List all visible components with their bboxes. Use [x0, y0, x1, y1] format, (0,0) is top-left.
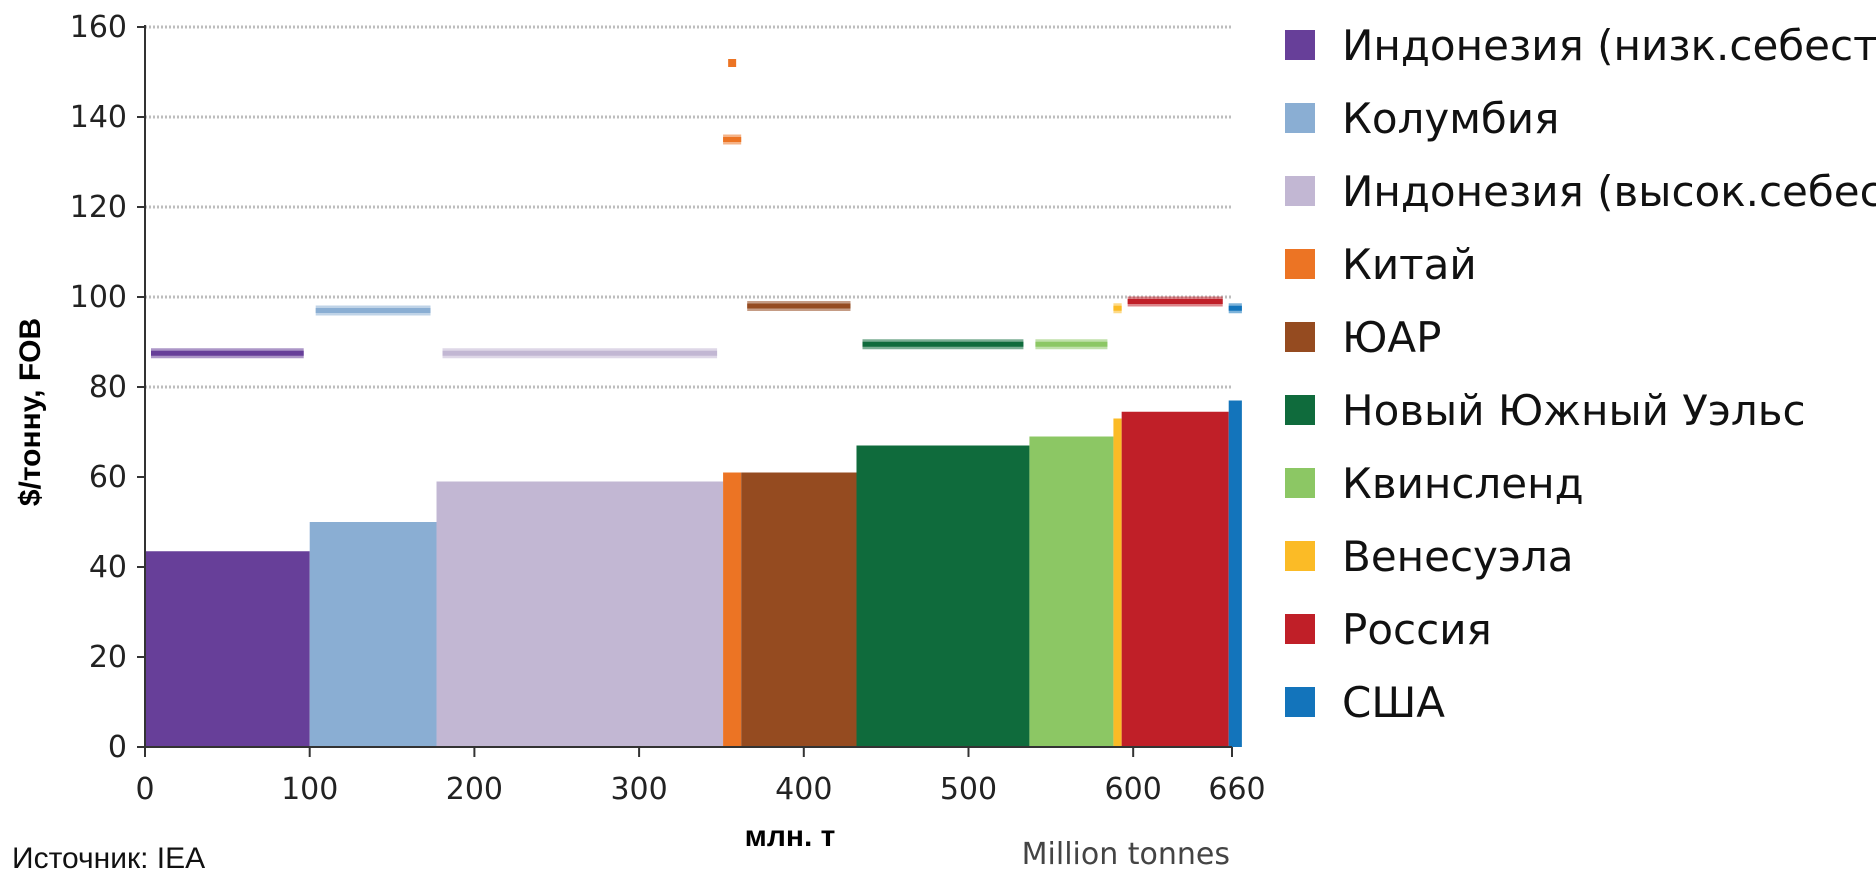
x-axis-unit-label: Million tonnes — [1022, 837, 1230, 869]
y-tick-label-140: 140 — [70, 100, 127, 135]
x-tick-label-0: 0 — [135, 772, 154, 807]
y-axis-title: $/тонну, FOB — [14, 318, 47, 506]
y-tick-label-60: 60 — [89, 460, 127, 495]
x-tick-label-400: 400 — [775, 772, 832, 807]
x-tick-label-300: 300 — [610, 772, 667, 807]
price-mark-secondary-3 — [728, 59, 737, 67]
axes — [137, 25, 1233, 757]
price-mark-2 — [442, 350, 718, 356]
cost-bar-5 — [856, 445, 1030, 747]
x-tick-label-500: 500 — [940, 772, 997, 807]
x-axis-title: млн. т — [745, 820, 836, 853]
y-tick-label-40: 40 — [89, 550, 127, 585]
legend-swatch-2 — [1285, 176, 1315, 206]
legend-swatch-1 — [1285, 103, 1315, 133]
price-mark-8 — [1127, 299, 1223, 304]
price-mark-4 — [747, 303, 851, 309]
y-tick-label-120: 120 — [70, 190, 127, 225]
price-marks — [151, 59, 1242, 359]
x-tick-label-100: 100 — [281, 772, 338, 807]
y-tick-label-80: 80 — [89, 370, 127, 405]
cost-bar-4 — [741, 472, 857, 747]
price-mark-6 — [1035, 341, 1108, 347]
legend-label-9: США — [1342, 678, 1445, 727]
legend-label-6: Квинсленд — [1342, 459, 1584, 508]
x-tick-label-200: 200 — [446, 772, 503, 807]
price-mark-9 — [1228, 305, 1242, 311]
legend: Индонезия (низк.себест.) Колумбия Индонези… — [1285, 21, 1876, 727]
legend-swatch-3 — [1285, 249, 1315, 279]
legend-label-1: Колумбия — [1342, 94, 1559, 143]
x-tick-label-660: 660 — [1208, 772, 1265, 807]
legend-label-2: Индонезия (высок.себест.) — [1342, 167, 1876, 216]
legend-label-7: Венесуэла — [1342, 532, 1574, 581]
legend-swatch-6 — [1285, 468, 1315, 498]
legend-swatch-0 — [1285, 30, 1315, 60]
legend-label-4: ЮАР — [1342, 313, 1441, 362]
legend-label-3: Китай — [1342, 240, 1477, 289]
price-mark-5 — [862, 341, 1024, 347]
legend-label-0: Индонезия (низк.себест.) — [1342, 21, 1876, 70]
price-mark-7 — [1113, 305, 1122, 311]
x-tick-labels: 0 100 200 300 400 500 600 660 — [135, 772, 1265, 807]
cost-bar-7 — [1113, 418, 1122, 747]
legend-swatch-9 — [1285, 687, 1315, 717]
price-mark-1 — [315, 308, 431, 313]
y-tick-label-0: 0 — [108, 730, 127, 765]
cost-bar-2 — [436, 481, 724, 747]
source-note: Источник: IEA — [12, 842, 205, 869]
y-tick-labels: 0 20 40 60 80 100 120 140 160 — [70, 10, 127, 765]
legend-label-5: Новый Южный Уэльс — [1342, 386, 1806, 435]
legend-swatch-5 — [1285, 395, 1315, 425]
y-tick-label-100: 100 — [70, 280, 127, 315]
legend-swatch-4 — [1285, 322, 1315, 352]
cost-bar-6 — [1029, 436, 1114, 747]
price-mark-0 — [151, 350, 304, 356]
cost-bars — [145, 400, 1242, 747]
cost-bar-8 — [1121, 411, 1229, 747]
cost-bar-3 — [723, 472, 742, 747]
y-tick-label-20: 20 — [89, 640, 127, 675]
y-tick-label-160: 160 — [70, 10, 127, 45]
x-tick-label-600: 600 — [1105, 772, 1162, 807]
cost-bar-1 — [309, 522, 437, 747]
cost-bar-9 — [1228, 400, 1242, 747]
cost-bar-0 — [145, 551, 310, 747]
legend-swatch-8 — [1285, 614, 1315, 644]
legend-swatch-7 — [1285, 541, 1315, 571]
grid-lines — [145, 25, 1232, 389]
legend-label-8: Россия — [1342, 605, 1492, 654]
price-mark-3 — [723, 137, 742, 142]
